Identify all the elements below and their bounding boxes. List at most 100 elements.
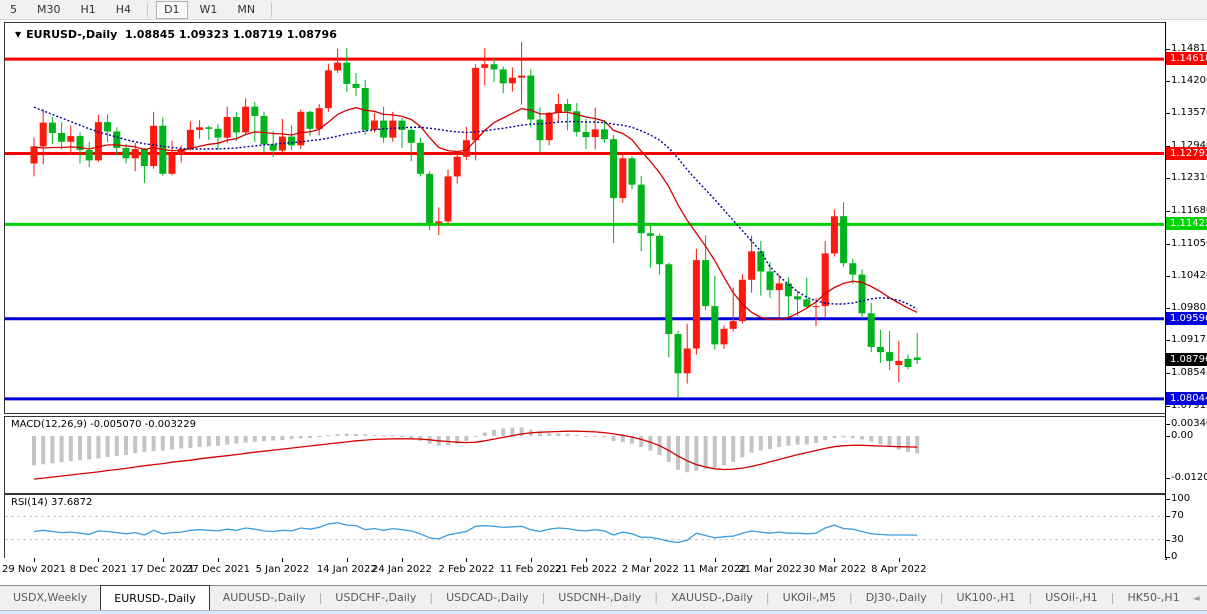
candle-body [352, 83, 360, 89]
tab-UK100--H1[interactable]: UK100-,H1 [956, 591, 1016, 604]
macd-histogram-bar [179, 436, 184, 449]
candle-body [67, 136, 75, 142]
tab-separator: | [654, 591, 658, 604]
candle-body [508, 77, 516, 84]
macd-histogram-bar [584, 436, 588, 437]
candle-body [821, 253, 829, 307]
candle-body [738, 279, 746, 322]
rsi-panel[interactable]: RSI(14) 37.6872 [4, 494, 1167, 560]
macd-histogram-bar [409, 436, 414, 439]
candle-body [232, 116, 240, 133]
tab-USDX-Weekly[interactable]: USDX,Weekly [13, 591, 88, 604]
tab-scroll-left-icon[interactable]: ◄ [1192, 593, 1200, 604]
tab-AUDUSD--Daily[interactable]: AUDUSD-,Daily [222, 591, 306, 604]
main-chart-panel[interactable]: ▼ EURUSD-,Daily 1.08845 1.09323 1.08719 1… [4, 22, 1167, 414]
tab-UKOil--M5[interactable]: UKOil-,M5 [782, 591, 837, 604]
date-axis-label-29-Nov-2021: 29 Nov 2021 [1, 564, 67, 575]
candle-body [361, 88, 369, 130]
date-axis[interactable]: 29 Nov 2021 8 Dec 2021 17 Dec 2021 27 Dec 2… [1, 558, 1165, 585]
date-axis-label-8-Apr-2022: 8 Apr 2022 [871, 564, 927, 575]
timeframe-button-MN[interactable]: MN [237, 2, 256, 16]
candle-body [85, 150, 93, 161]
tab-DJ30--Daily[interactable]: DJ30-,Daily [865, 591, 927, 604]
tab-USDCHF--Daily[interactable]: USDCHF-,Daily [335, 591, 417, 604]
date-axis-label-8-Dec-2021: 8 Dec 2021 [69, 564, 128, 575]
macd-histogram-bar [777, 436, 782, 448]
candle-body [610, 139, 618, 199]
price-level-badge-1.14618: 1.14618 [1166, 52, 1207, 66]
axis-tick-mark [1166, 80, 1170, 82]
axis-tick-mark [1166, 557, 1170, 558]
tab-XAUUSD--Daily[interactable]: XAUUSD-,Daily [671, 591, 753, 604]
symbol-dropdown-icon[interactable]: ▼ [15, 30, 22, 39]
candle-body [472, 67, 480, 141]
macd-histogram-bar [860, 436, 864, 440]
tab-EURUSD--Daily[interactable]: EURUSD-,Daily [100, 585, 210, 611]
date-axis-label-24-Jan-2022: 24 Jan 2022 [372, 564, 432, 575]
candle-body [278, 136, 286, 151]
macd-histogram-bar [832, 436, 837, 439]
axis-tick-mark [1166, 405, 1170, 407]
macd-histogram-bar [216, 436, 220, 446]
macd-histogram-bar [418, 436, 423, 441]
macd-histogram-bar [795, 436, 800, 445]
axis-tick-mark [1166, 113, 1170, 115]
price-axis[interactable]: 1.14815 1.14200 1.13570 1.12940 1.12310 1.116… [1165, 22, 1207, 562]
macd-histogram-bar [96, 436, 101, 459]
macd-histogram-bar [473, 436, 478, 437]
tab-USDCAD--Daily[interactable]: USDCAD-,Daily [446, 591, 529, 604]
tab-USOil--H1[interactable]: USOil-,H1 [1045, 591, 1098, 604]
tab-HK50--H1[interactable]: HK50-,H1 [1127, 591, 1180, 604]
date-axis-label-21-Mar-2022: 21 Mar 2022 [738, 564, 802, 575]
candle-body [794, 296, 802, 300]
candle-body [435, 221, 443, 223]
timeframe-toolbar: 5 M30 H1 H4 D1 W1 MN [0, 0, 1207, 20]
macd-histogram-bar [786, 436, 791, 446]
macd-histogram-bar [823, 436, 828, 441]
macd-chart[interactable] [5, 417, 1164, 491]
candlestick-chart[interactable] [5, 23, 1164, 411]
timeframe-button-H4[interactable]: H4 [115, 2, 132, 16]
macd-histogram-bar [685, 436, 690, 473]
macd-histogram-bar [381, 435, 386, 437]
candle-body [113, 131, 121, 148]
price-level-badge-1.11422: 1.11422 [1166, 217, 1207, 231]
macd-histogram-bar [556, 433, 561, 436]
macd-histogram-bar [768, 436, 772, 450]
macd-histogram-bar [124, 436, 128, 455]
macd-histogram-bar [574, 434, 579, 436]
candle-body [619, 158, 627, 199]
date-tick-mark [162, 558, 164, 562]
price-level-badge-1.12792: 1.12792 [1166, 146, 1207, 160]
candle-body [407, 129, 415, 143]
tab-separator: | [849, 591, 853, 604]
timeframe-button-H1[interactable]: H1 [80, 2, 96, 16]
macd-histogram-bar [666, 436, 671, 462]
timeframe-button-W1[interactable]: W1 [199, 2, 218, 16]
rsi-chart[interactable] [5, 495, 1164, 557]
candle-body [196, 127, 204, 130]
candle-body [416, 142, 424, 174]
date-axis-label-21-Feb-2022: 21 Feb 2022 [554, 564, 618, 575]
timeframe-button-D1[interactable]: D1 [156, 0, 188, 19]
date-tick-mark [34, 558, 35, 562]
candle-body [324, 70, 332, 109]
candle-body [867, 313, 875, 347]
timeframe-button-M30[interactable]: M30 [37, 2, 61, 16]
tab-USDCNH--Daily[interactable]: USDCNH-,Daily [558, 591, 642, 604]
candle-body [582, 131, 590, 138]
date-axis-label-27-Dec-2021: 27 Dec 2021 [186, 564, 250, 575]
axis-tick-mark [1166, 178, 1170, 180]
candle-body [674, 334, 682, 374]
candle-body [812, 306, 820, 308]
date-axis-label-11-Feb-2022: 11 Feb 2022 [499, 564, 562, 575]
macd-histogram-bar [915, 436, 920, 454]
toolbar-separator [147, 2, 149, 17]
macd-histogram-bar [289, 436, 294, 440]
candle-body [453, 156, 461, 177]
toolbar-separator [271, 2, 273, 17]
macd-histogram-bar [722, 436, 726, 466]
timeframe-button-5[interactable]: 5 [10, 2, 17, 16]
macd-histogram-bar [620, 436, 625, 443]
macd-panel[interactable]: MACD(12,26,9) -0.005070 -0.003229 [4, 416, 1167, 494]
